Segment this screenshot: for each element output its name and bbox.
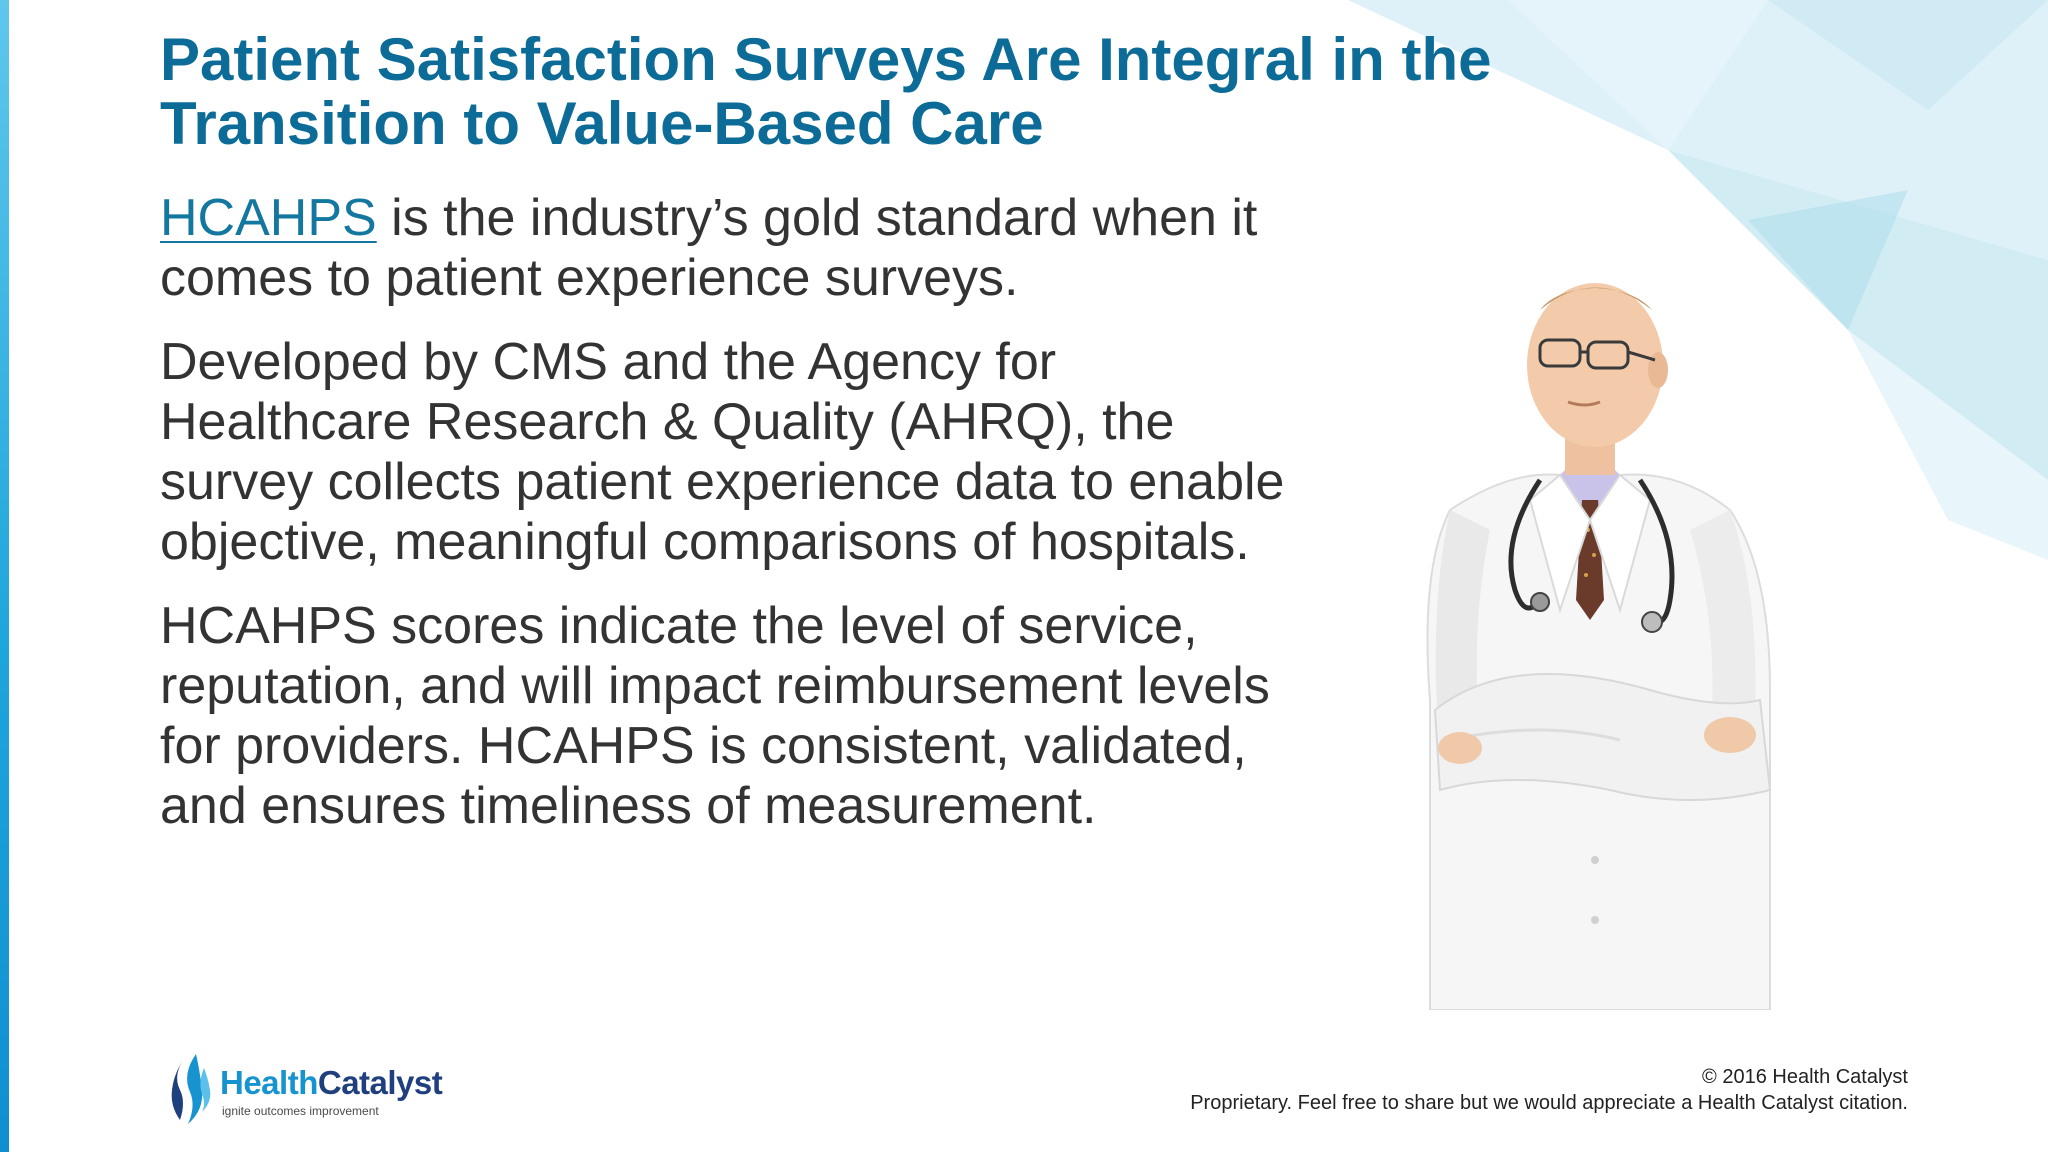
- logo-wordmark: HealthCatalyst: [220, 1064, 443, 1102]
- slide-body: HCAHPS is the industry’s gold standard w…: [160, 188, 1380, 860]
- logo-word-catalyst: Catalyst: [317, 1064, 443, 1101]
- p3-line1-text: HCAHPS scores indicate the level of serv…: [160, 597, 1198, 655]
- copyright-text: © 2016 Health Catalyst: [1702, 1066, 1908, 1088]
- left-accent-bar: [0, 0, 9, 1152]
- flame-logo-icon: [171, 1054, 211, 1124]
- hcahps-link[interactable]: HCAHPS: [160, 189, 377, 247]
- logo-tagline: ignite outcomes improvement: [222, 1104, 379, 1118]
- health-catalyst-logo: HealthCatalyst ignite outcomes improveme…: [168, 1050, 468, 1126]
- paragraph-2: Developed by CMS and the Agency for Heal…: [160, 332, 1380, 572]
- p3-line4-text: and ensures timeliness of measurement.: [160, 777, 1097, 835]
- p1-line1-text: is the industry’s gold standard when it: [376, 189, 1258, 247]
- p2-line1-text: Developed by CMS and the Agency for: [160, 333, 1057, 391]
- slide-title: Patient Satisfaction Surveys Are Integra…: [160, 28, 1720, 156]
- paragraph-3: HCAHPS scores indicate the level of serv…: [160, 596, 1380, 836]
- decorative-polygons: [1348, 0, 2048, 560]
- proprietary-notice: Proprietary. Feel free to share but we w…: [1190, 1092, 1908, 1114]
- footer: © 2016 Health Catalyst Proprietary. Feel…: [1190, 1064, 1908, 1116]
- title-line-2: Transition to Value-Based Care: [160, 90, 1044, 157]
- doctor-illustration: [1426, 283, 1772, 1010]
- p2-line3-text: survey collects patient experience data …: [160, 453, 1285, 511]
- p1-line2-text: comes to patient experience surveys.: [160, 249, 1019, 307]
- logo-word-health: Health: [220, 1064, 318, 1101]
- paragraph-1: HCAHPS is the industry’s gold standard w…: [160, 188, 1380, 308]
- p3-line2-text: reputation, and will impact reimbursemen…: [160, 657, 1270, 715]
- p2-line2-text: Healthcare Research & Quality (AHRQ), th…: [160, 393, 1175, 451]
- p2-line4-text: objective, meaningful comparisons of hos…: [160, 513, 1250, 571]
- p3-line3-text: for providers. HCAHPS is consistent, val…: [160, 717, 1247, 775]
- title-line-1: Patient Satisfaction Surveys Are Integra…: [160, 26, 1492, 93]
